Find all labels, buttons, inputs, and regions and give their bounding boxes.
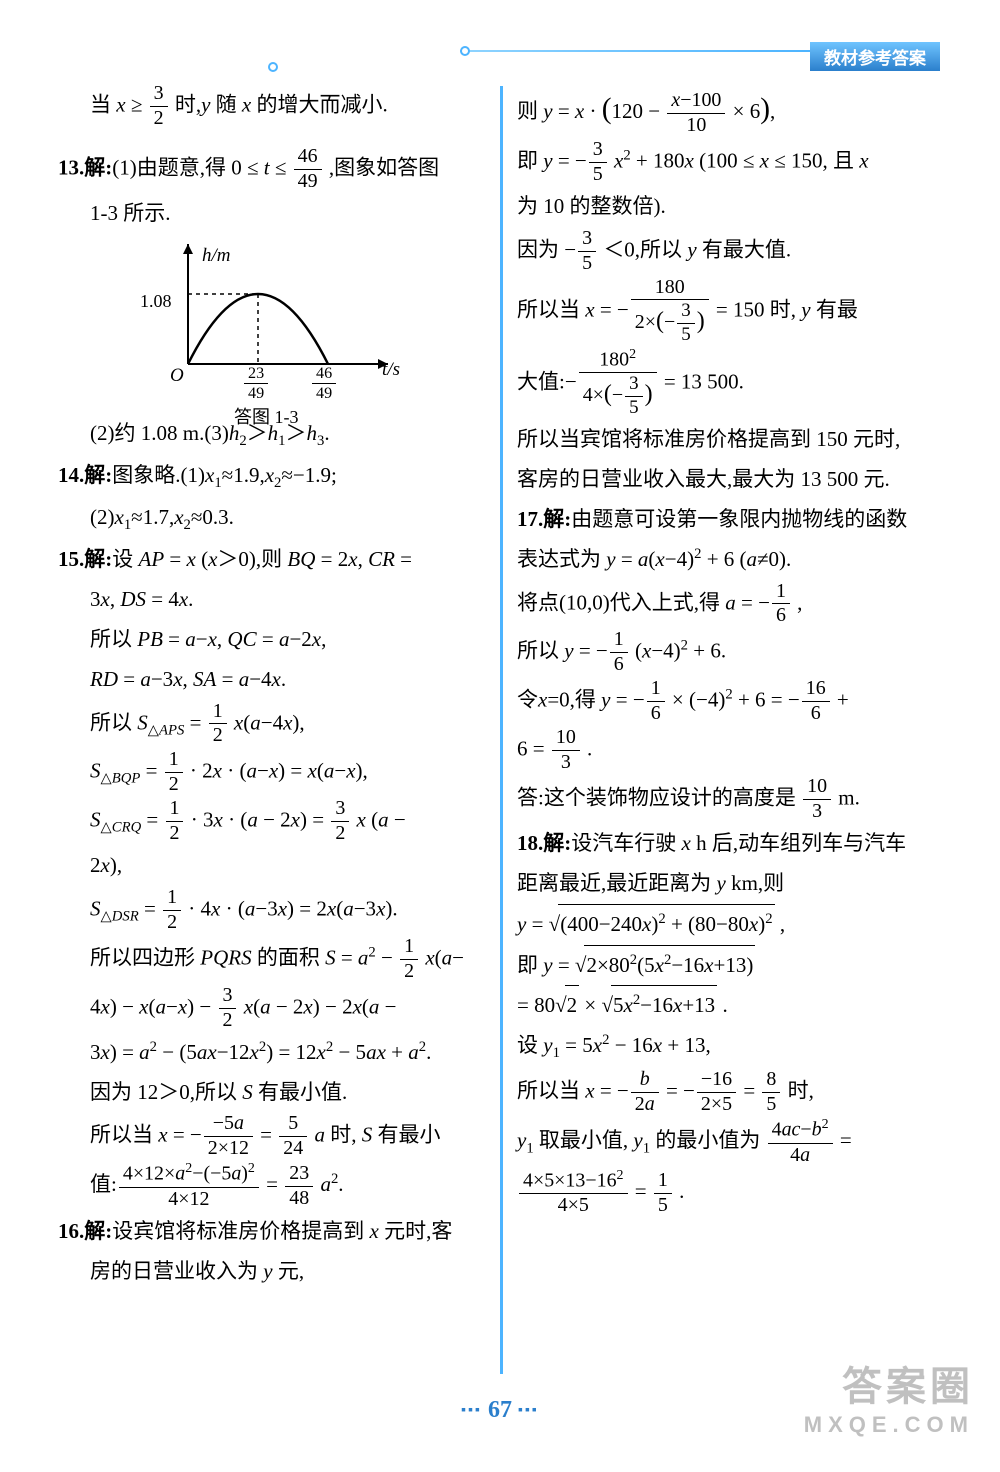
text-line: S△BQP = 12 · 2x · (a−x) = x(a−x), (58, 748, 486, 797)
x-tick-2: 4649 (310, 364, 338, 404)
watermark-text-1: 答案圈 (804, 1354, 974, 1412)
banner-line (460, 50, 810, 52)
text-line: 2x), (58, 846, 486, 886)
text-line: 所以当 x = −1802×(−35) = 150 时, y 有最 (517, 276, 945, 347)
text: 由题意可设第一象限内抛物线的函数 (571, 507, 907, 531)
text-line: 3x) = a2 − (5ax−12x2) = 12x2 − 5ax + a2. (58, 1033, 486, 1073)
text-line: 所以当 x = −−5a2×12 = 524 a 时, S 有最小 (58, 1112, 486, 1161)
problem-17: 17.解:由题意可设第一象限内抛物线的函数 (517, 500, 945, 540)
problem-16: 16.解:设宾馆将标准房价格提高到 x 元时,客 (58, 1212, 486, 1252)
footer-dots-left: ▪▪▪ (461, 1403, 482, 1419)
label-17: 17.解: (517, 507, 571, 531)
graph-caption: 答图 1-3 (234, 400, 299, 434)
text-line: 所以 S△APS = 12 x(a−4x), (58, 700, 486, 749)
y-tick: 1.08 (140, 284, 172, 318)
text-line: 所以当宾馆将标准房价格提高到 150 元时, (517, 420, 945, 460)
text-line: 所以四边形 PQRS 的面积 S = a2 − 12 x(a− (58, 935, 486, 984)
text-line: 则 y = x · (120 − x−10010 × 6), (517, 82, 945, 138)
page-number: 67 (488, 1397, 512, 1423)
problem-14: 14.解:图象略.(1)x1≈1.9,x2≈−1.9; (58, 456, 486, 498)
label-16: 16.解: (58, 1219, 112, 1243)
text-line: (2)x1≈1.7,x2≈0.3. (58, 498, 486, 540)
graph-svg (148, 234, 408, 414)
label-15: 15.解: (58, 547, 112, 571)
text-line: 设 y1 = 5x2 − 16x + 13, (517, 1026, 945, 1068)
watermark-text-2: MXQE.COM (804, 1412, 974, 1438)
origin-label: O (170, 358, 184, 394)
left-column: 当 x ≥ 32 时,y 随 x 的增大而减小. 13.解:(1)由题意,得 0… (58, 82, 500, 1382)
text-line: 即 y = −35 x2 + 180x (100 ≤ x ≤ 150, 且 x (517, 138, 945, 187)
text-line: 大值:−18024×(−35) = 13 500. (517, 347, 945, 420)
text-line: 房的日营业收入为 y 元, (58, 1252, 486, 1292)
graph-1-3: h/m t/s O 1.08 2349 4649 答图 1-3 (148, 234, 408, 414)
footer-dots-right: ▪▪▪ (518, 1403, 539, 1419)
text-line: 客房的日营业收入最大,最大为 13 500 元. (517, 460, 945, 500)
problem-13: 13.解:(1)由题意,得 0 ≤ t ≤ 4649 ,图象如答图 (58, 145, 486, 194)
banner-dot (460, 46, 470, 56)
content-area: 当 x ≥ 32 时,y 随 x 的增大而减小. 13.解:(1)由题意,得 0… (58, 82, 946, 1382)
text-line: 因为 12＞0,所以 S 有最小值. (58, 1073, 486, 1113)
y-axis-label: h/m (202, 238, 231, 274)
text-line: 所以 y = −16 (x−4)2 + 6. (517, 628, 945, 677)
right-column: 则 y = x · (120 − x−10010 × 6), 即 y = −35… (503, 82, 945, 1382)
x-axis-label: t/s (382, 352, 400, 388)
text-line: S△DSR = 12 · 4x · (a−3x) = 2x(a−3x). (58, 886, 486, 935)
label-18: 18.解: (517, 831, 571, 855)
text-line: 6 = 103 . (517, 726, 945, 775)
text-line: RD = a−3x, SA = a−4x. (58, 660, 486, 700)
problem-18: 18.解:设汽车行驶 x h 后,动车组列车与汽车 (517, 824, 945, 864)
watermark: 答案圈 MXQE.COM (804, 1354, 974, 1438)
text-line: 所以当 x = −b2a = −−162×5 = 85 时, (517, 1068, 945, 1117)
label-14: 14.解: (58, 463, 112, 487)
text-line: y = √(400−240x)2 + (80−80x)2 , (517, 904, 945, 945)
text-line: 当 x ≥ 32 时,y 随 x 的增大而减小. (58, 82, 486, 131)
label-13: 13.解: (58, 155, 112, 179)
text-line: 将点(10,0)代入上式,得 a = −16 , (517, 580, 945, 629)
x-tick-1: 2349 (242, 364, 270, 404)
text-line: y1 取最小值, y1 的最小值为 4ac−b24a = (517, 1117, 945, 1168)
text-line: 4x) − x(a−x) − 32 x(a − 2x) − 2x(a − (58, 984, 486, 1033)
text-line: 距离最近,最近距离为 y km,则 (517, 864, 945, 904)
text-line: 为 10 的整数倍). (517, 187, 945, 227)
text-line: 表达式为 y = a(x−4)2 + 6 (a≠0). (517, 540, 945, 580)
text-line: 值:4×12×a2−(−5a)24×12 = 2348 a2. (58, 1161, 486, 1212)
text-line: 令x=0,得 y = −16 × (−4)2 + 6 = −166 + (517, 677, 945, 726)
problem-15: 15.解:设 AP = x (x＞0),则 BQ = 2x, CR = (58, 540, 486, 580)
left-banner-dot (268, 62, 278, 72)
text-line: S△CRQ = 12 · 3x · (a − 2x) = 32 x (a − (58, 797, 486, 846)
text-line: = 80√2 × √5x2−16x+13 . (517, 985, 945, 1026)
text-line: 所以 PB = a−x, QC = a−2x, (58, 620, 486, 660)
text-line: 答:这个装饰物应设计的高度是 103 m. (517, 775, 945, 824)
text-line: 3x, DS = 4x. (58, 580, 486, 620)
text-line: 4×5×13−1624×5 = 15 . (517, 1168, 945, 1219)
header-banner: 教材参考答案 (460, 36, 1000, 66)
text-line: 因为 −35 ＜0,所以 y 有最大值. (517, 227, 945, 276)
text-line: 即 y = √2×802(5x2−16x+13) (517, 945, 945, 986)
text-line: 1-3 所示. (58, 194, 486, 234)
header-label: 教材参考答案 (810, 42, 940, 71)
